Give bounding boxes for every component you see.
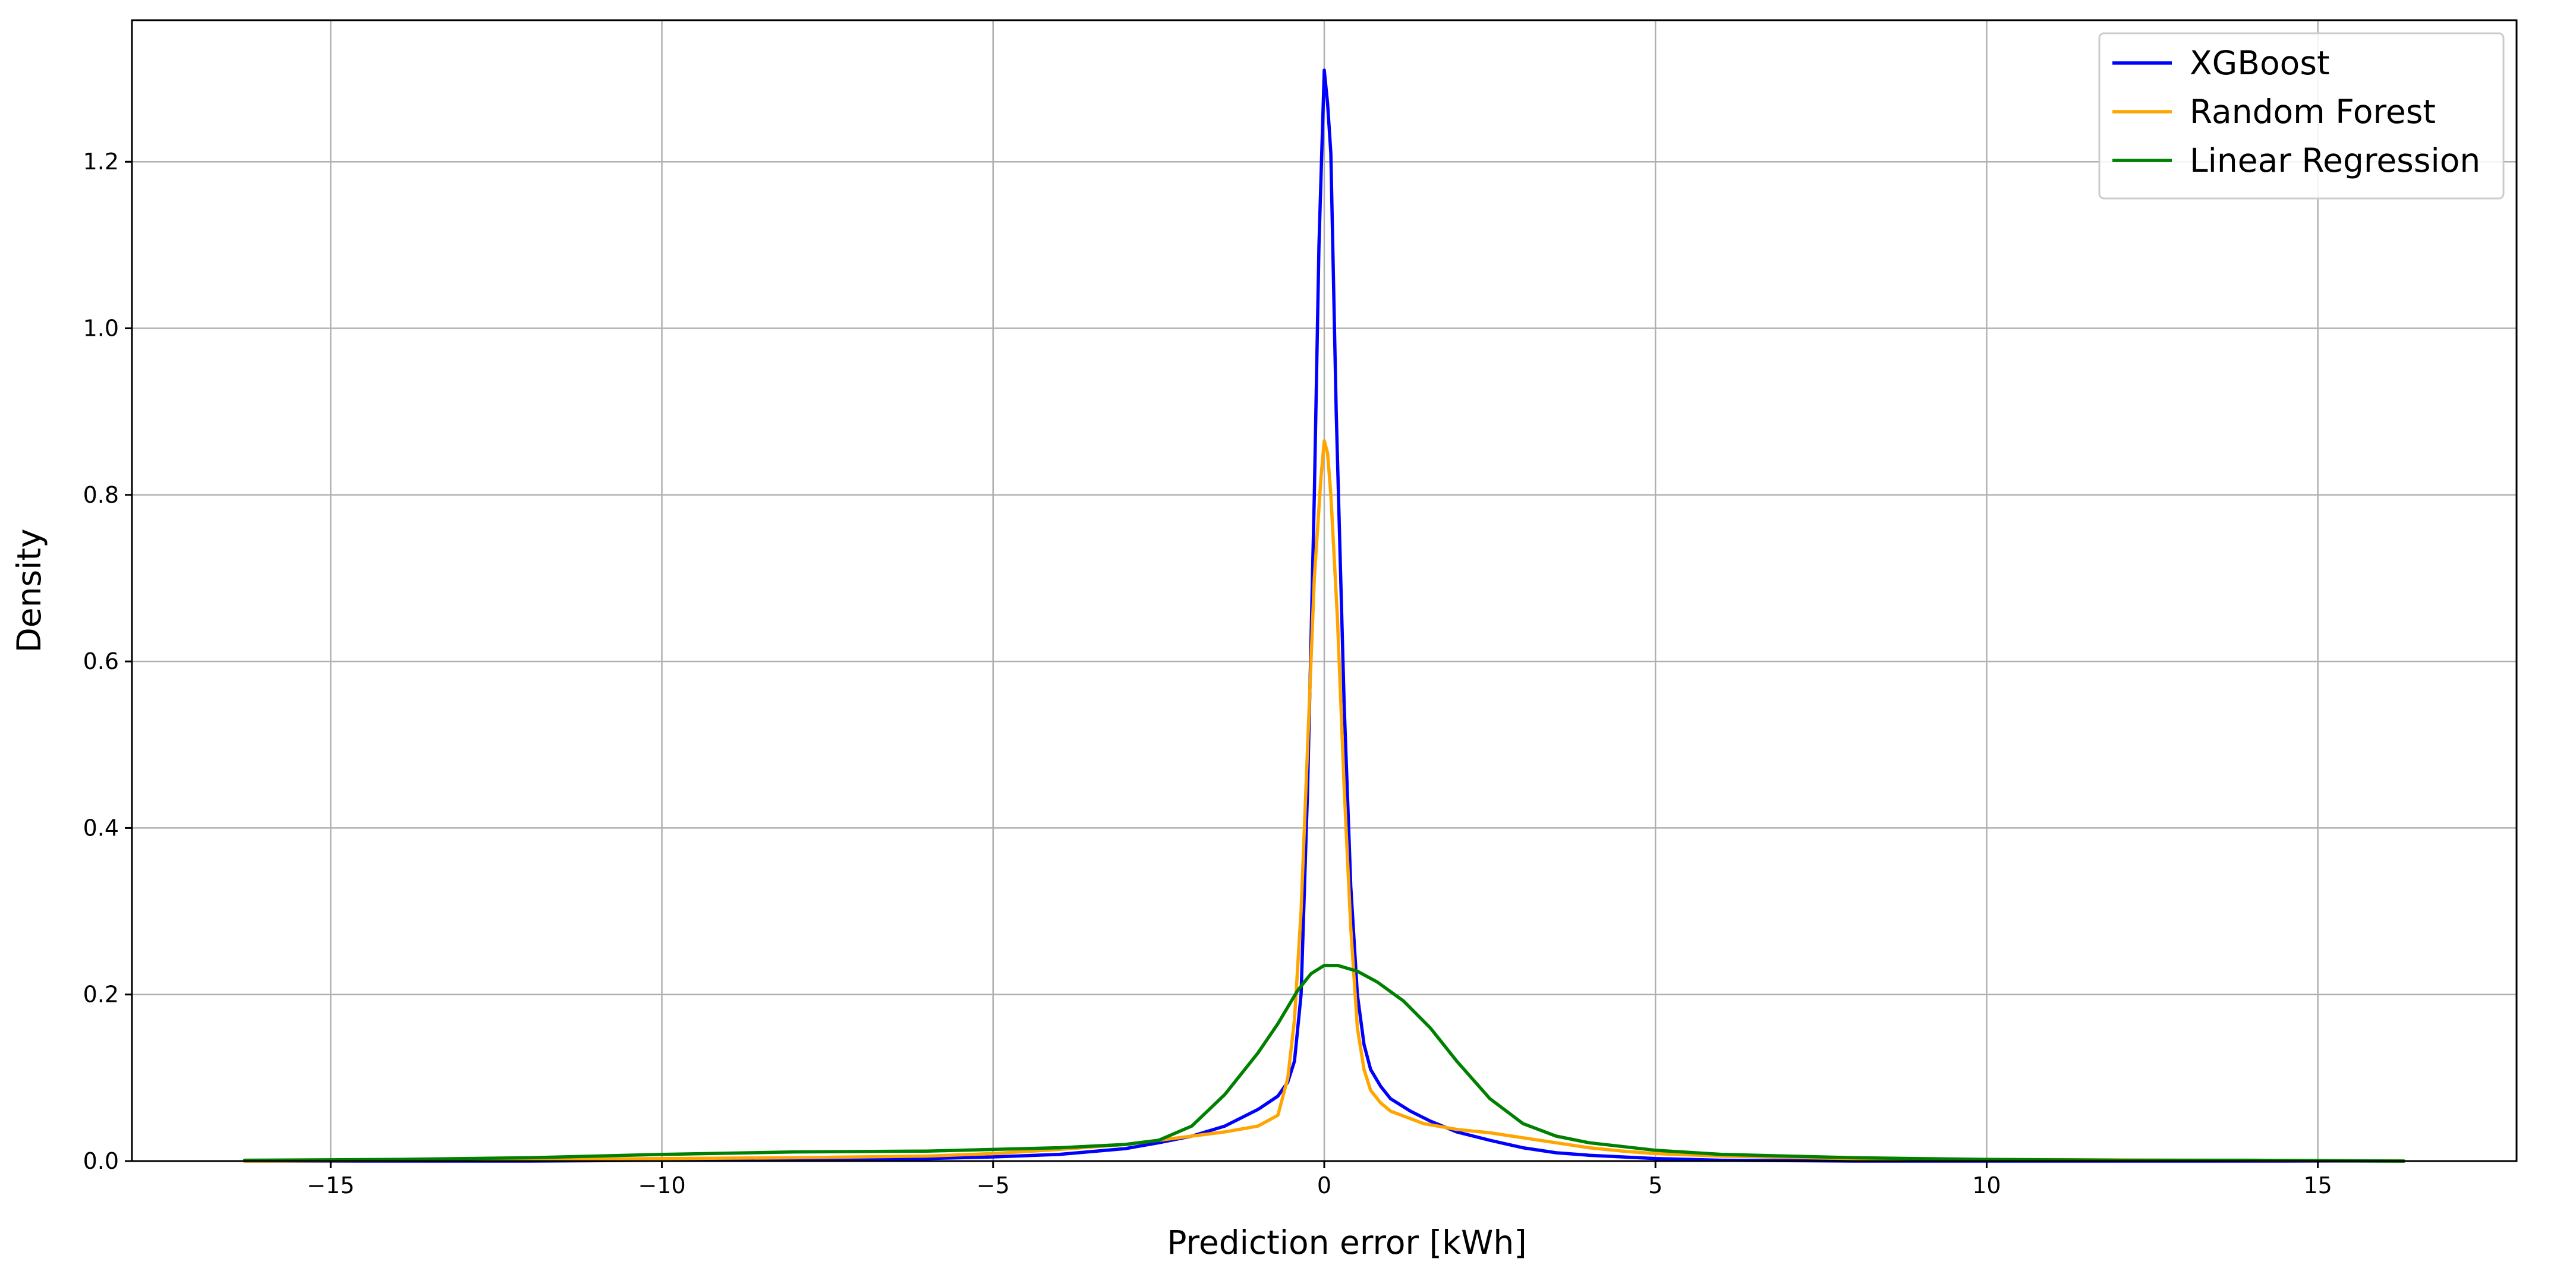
- y-tick-label: 1.2: [83, 149, 119, 175]
- y-tick-label: 0.4: [83, 815, 119, 841]
- x-tick-label: 0: [1317, 1172, 1331, 1199]
- legend-label: XGBoost: [2190, 44, 2330, 82]
- series-line-linear-regression: [243, 963, 2406, 1163]
- x-tick-label: 10: [1972, 1172, 2001, 1199]
- x-tick-label: 15: [2303, 1172, 2332, 1199]
- x-axis-title: Prediction error [kWh]: [1167, 1223, 1526, 1261]
- x-tick-label: 5: [1648, 1172, 1662, 1199]
- y-tick-label: 0.0: [83, 1148, 119, 1174]
- axis-ticks: −15 −10 −5 0 5 10 15 0.0 0.2 0.4 0.6 0.8 1.0 1.2: [83, 149, 2332, 1199]
- y-tick-label: 1.0: [83, 316, 119, 342]
- y-tick-label: 0.8: [83, 482, 119, 508]
- series-line-xgboost: [243, 68, 2406, 1163]
- series-lines: [243, 68, 2406, 1163]
- x-tick-label: −10: [638, 1172, 685, 1199]
- legend-box: [2098, 32, 2505, 200]
- y-axis-title: Density: [10, 528, 48, 652]
- y-tick-label: 0.6: [83, 648, 119, 674]
- legend-label: Random Forest: [2190, 93, 2436, 131]
- x-tick-label: −5: [977, 1172, 1010, 1199]
- legend-label: Linear Regression: [2190, 141, 2480, 179]
- x-tick-label: −15: [307, 1172, 354, 1199]
- legend: XGBoost Random Forest Linear Regression: [2098, 32, 2505, 200]
- y-tick-label: 0.2: [83, 982, 119, 1008]
